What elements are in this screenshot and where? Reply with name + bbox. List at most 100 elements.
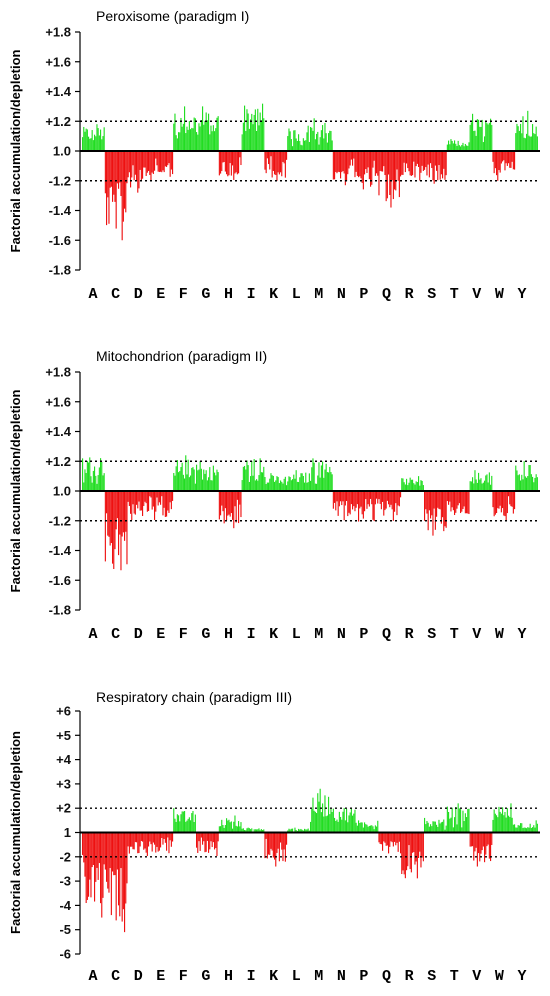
bar-R	[410, 151, 412, 176]
x-tick-label: C	[111, 626, 120, 643]
bar-F	[188, 817, 190, 833]
bar-D	[127, 832, 129, 847]
bar-M	[313, 810, 315, 833]
bar-C	[104, 151, 106, 194]
bar-D	[136, 832, 138, 843]
bar-Q	[394, 832, 396, 842]
bar-H	[236, 491, 238, 500]
bar-A	[103, 473, 105, 491]
bar-L	[289, 477, 291, 491]
bar-R	[415, 151, 417, 167]
bar-I	[242, 466, 244, 491]
y-tick-label: +2	[56, 801, 71, 816]
bar-M	[325, 816, 327, 833]
bar-T	[446, 491, 448, 502]
bar-S	[432, 491, 434, 536]
bar-F	[175, 466, 177, 491]
bar-D	[139, 151, 141, 170]
bar-C	[106, 151, 108, 226]
x-tick-label: K	[269, 626, 278, 643]
bar-W	[505, 817, 507, 833]
bar-F	[182, 811, 184, 833]
bar-M	[318, 801, 320, 833]
bar-D	[136, 491, 138, 505]
x-tick-label: L	[292, 626, 301, 643]
bar-group-M	[310, 458, 333, 491]
bar-E	[158, 491, 160, 503]
bar-E	[170, 832, 172, 847]
bar-Y	[535, 126, 537, 151]
bar-S	[425, 824, 427, 833]
bar-W	[496, 151, 498, 176]
bar-E	[155, 832, 157, 853]
bar-M	[331, 474, 333, 491]
bar-group-T	[446, 491, 470, 516]
bar-V	[486, 123, 488, 151]
bar-T	[463, 821, 465, 833]
bar-T	[468, 491, 470, 515]
bar-F	[194, 118, 196, 151]
bar-Y	[515, 827, 517, 833]
bar-F	[186, 820, 188, 833]
bar-T	[462, 810, 464, 833]
bar-D	[144, 491, 146, 502]
x-tick-label: Y	[517, 968, 526, 985]
bar-K	[264, 151, 266, 170]
bar-M	[324, 122, 326, 151]
bar-G	[211, 131, 213, 151]
bar-A	[88, 136, 90, 151]
bar-C	[125, 491, 127, 532]
bar-F	[193, 821, 195, 833]
y-tick-label: +5	[56, 728, 71, 743]
bar-G	[210, 125, 212, 151]
bar-E	[157, 151, 159, 172]
bar-L	[307, 125, 309, 151]
bar-F	[192, 128, 194, 151]
bar-Y	[520, 480, 522, 491]
x-tick-label: I	[247, 968, 256, 985]
bar-T	[454, 140, 456, 151]
x-tick-label: P	[359, 286, 368, 303]
bar-C	[114, 491, 116, 550]
bar-Q	[389, 832, 391, 847]
bar-Q	[398, 491, 400, 507]
chart-title: Peroxisome (paradigm I)	[96, 8, 249, 24]
bar-group-P	[355, 491, 379, 522]
bar-C	[124, 151, 126, 209]
bar-Y	[522, 116, 524, 151]
bar-V	[491, 475, 493, 491]
x-tick-label: Y	[517, 626, 526, 643]
bar-N	[340, 491, 342, 502]
bar-S	[437, 826, 439, 833]
bar-A	[96, 124, 98, 151]
bar-A	[97, 128, 99, 151]
bar-K	[282, 483, 284, 491]
bar-S	[442, 491, 444, 518]
bar-C	[110, 491, 112, 544]
bar-T	[468, 142, 470, 151]
bar-N	[349, 812, 351, 833]
bar-P	[360, 151, 362, 179]
bar-M	[322, 803, 324, 833]
bar-N	[334, 817, 336, 833]
bar-M	[319, 137, 321, 151]
bar-N	[350, 151, 352, 160]
bar-P	[376, 151, 378, 174]
bar-D	[131, 832, 133, 847]
bar-K	[283, 478, 285, 491]
bar-W	[499, 811, 501, 833]
bar-T	[448, 491, 450, 505]
bar-group-F	[173, 808, 196, 833]
bar-E	[155, 151, 157, 159]
bar-C	[112, 491, 114, 564]
bar-S	[440, 151, 442, 175]
bar-V	[472, 832, 474, 847]
bar-N	[347, 822, 349, 833]
bar-R	[422, 151, 424, 171]
bar-N	[334, 491, 336, 503]
bar-N	[353, 491, 355, 507]
bar-T	[446, 144, 448, 151]
bar-T	[448, 140, 450, 151]
bar-Y	[528, 464, 530, 491]
bar-V	[480, 126, 482, 151]
